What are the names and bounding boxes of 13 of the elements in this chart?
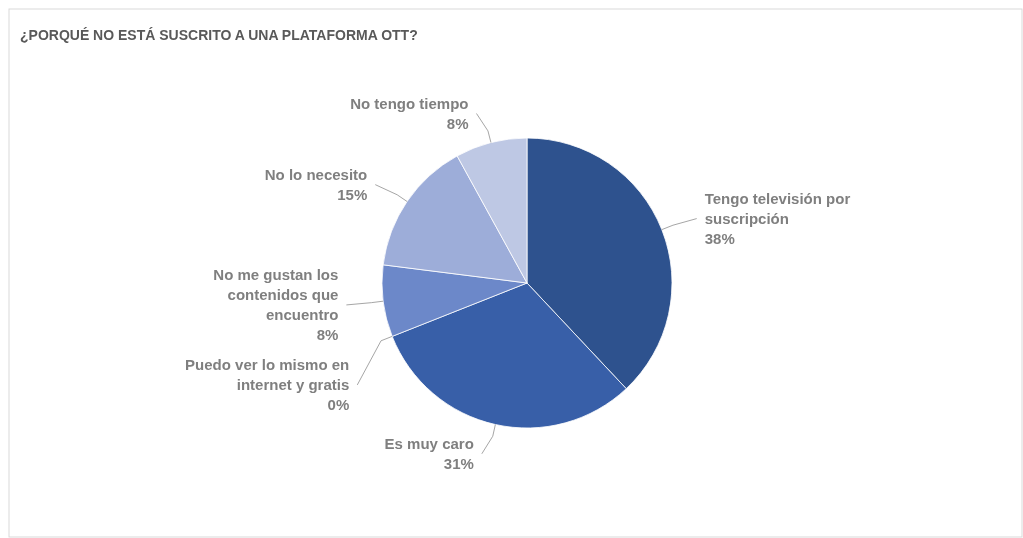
slice-label: Tengo televisión por suscripción	[704, 189, 851, 227]
data-label: 31%	[443, 454, 474, 472]
data-label: 8%	[316, 325, 339, 343]
chart-title: ¿PORQUÉ NO ESTÁ SUSCRITO A UNA PLATAFORMA OTT?	[20, 27, 418, 43]
data-label: 8%	[446, 114, 469, 132]
data-label: 15%	[337, 185, 368, 203]
slice-label: Es muy caro	[384, 434, 474, 452]
category-label: Puedo ver lo mismo en internet y gratis	[185, 355, 350, 393]
slice-label: No lo necesito	[264, 165, 368, 183]
slice-label: No tengo tiempo	[350, 94, 469, 112]
data-label: 38%	[704, 229, 735, 247]
text: 0%	[327, 395, 350, 413]
slice-label: No me gustan los contenidos que encuentro	[213, 265, 339, 323]
